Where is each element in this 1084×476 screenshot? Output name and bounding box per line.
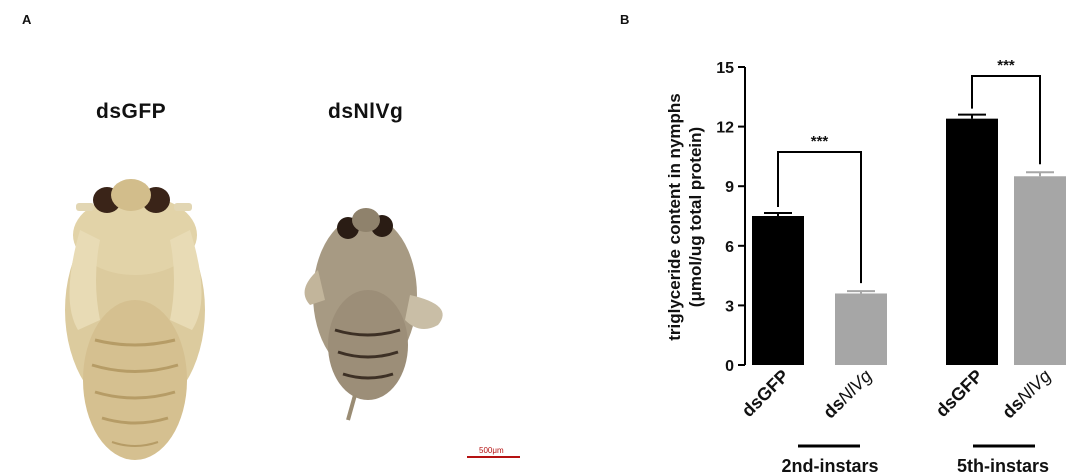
x-label-3: dsNlVg (998, 366, 1055, 423)
specimen-label-dsgfp: dsGFP (96, 100, 167, 123)
treated-nymph-image (304, 208, 443, 421)
bar-0 (752, 216, 804, 365)
panel-b: B 0 3 6 9 12 15 *** *** dsGFP dsNlVg dsGFP dsNlVg… (620, 0, 1084, 476)
specimen-label-dsnlvg: dsNlVg (328, 100, 404, 123)
y-tick-label-5: 15 (716, 60, 734, 77)
significance-bracket-0 (777, 151, 862, 284)
specimen-photos (65, 179, 443, 460)
bar-3 (1014, 176, 1066, 365)
panel-b-letter: B (620, 12, 630, 27)
panel-a: A dsGFP dsNlVg (22, 12, 520, 460)
x-label-2: dsGFP (932, 366, 987, 421)
significance-bracket-1 (971, 75, 1041, 165)
control-nymph-image (65, 179, 205, 460)
bars-group (752, 113, 1066, 365)
y-tick-label-0: 0 (725, 358, 734, 375)
y-tick-label-2: 6 (725, 239, 734, 256)
y-tick-label-3: 9 (725, 179, 734, 196)
x-label-prefix-0: dsGFP (738, 366, 793, 421)
x-label-prefix-2: dsGFP (932, 366, 987, 421)
scale-bar-label: 500μm (479, 446, 504, 455)
scale-bar (467, 456, 520, 458)
significance-label-0: *** (811, 133, 829, 150)
x-label-1: dsNlVg (819, 366, 876, 423)
x-label-0: dsGFP (738, 366, 793, 421)
y-tick-label-4: 12 (716, 120, 734, 137)
significance-label-1: *** (997, 57, 1015, 74)
group-label-1: 5th-instars (957, 456, 1049, 476)
y-tick-label-1: 3 (725, 298, 734, 315)
panel-a-letter: A (22, 12, 32, 27)
bar-2 (946, 118, 998, 365)
y-axis: 0 3 6 9 12 15 (716, 60, 746, 375)
group-label-0: 2nd-instars (781, 456, 878, 476)
y-axis-label-line1: triglyceride content in nymphs (665, 93, 684, 341)
bar-1 (835, 293, 887, 365)
y-axis-label-line2: (μmol/ug total protein) (686, 127, 705, 307)
significance-group: *** *** (777, 57, 1041, 284)
